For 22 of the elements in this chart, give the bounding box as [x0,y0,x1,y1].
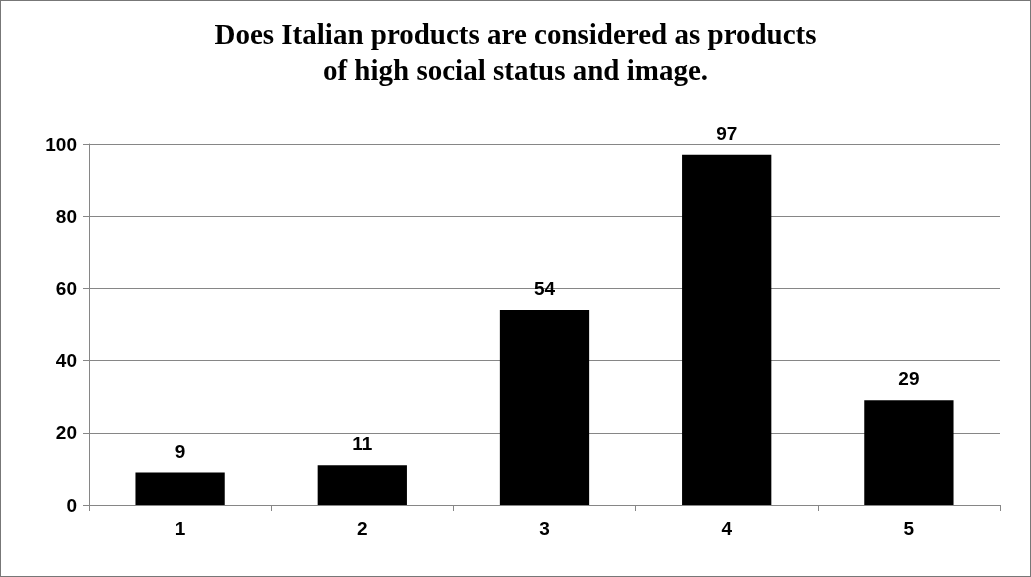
data-label: 11 [352,433,373,455]
x-tick-label: 2 [357,518,368,539]
y-tick-label: 0 [66,494,77,516]
chart-title: Does Italian products are considered as products of high social status and image. [214,18,817,86]
bar [864,400,954,505]
y-tick-label: 100 [45,133,77,155]
y-tick-label: 80 [55,205,77,227]
data-label: 54 [533,278,556,300]
y-tick-label: 60 [55,277,77,299]
y-tick-label: 20 [55,422,77,444]
x-tick-label: 1 [174,518,186,539]
x-tick-label: 3 [539,518,550,539]
data-label: 29 [898,368,920,390]
bar [135,472,225,505]
data-label: 9 [174,440,186,462]
data-label: 97 [716,122,738,144]
bar [682,154,772,505]
x-tick-label: 4 [721,518,733,539]
y-tick-label: 40 [55,350,77,372]
x-tick-label: 5 [903,518,915,539]
bar [317,465,407,505]
bar [499,310,590,505]
